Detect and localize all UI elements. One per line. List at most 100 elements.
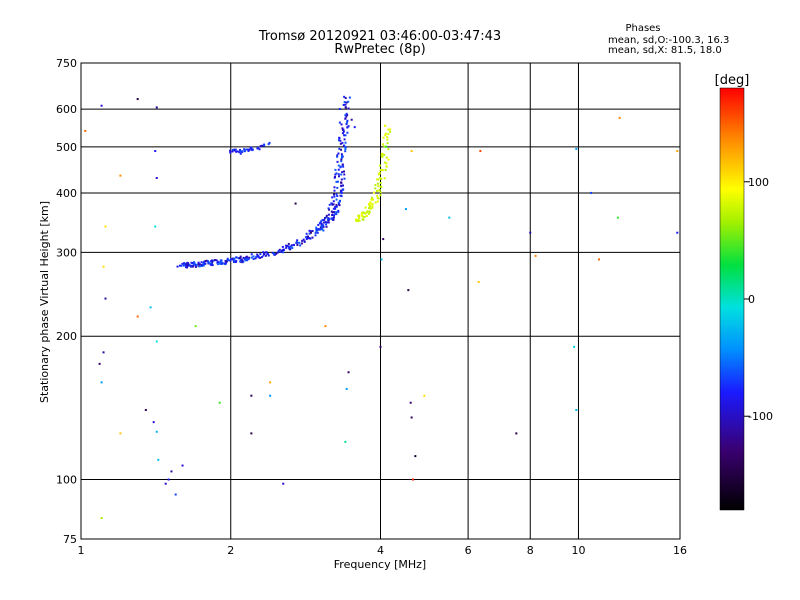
x-trace-point: [377, 189, 380, 192]
patch-point: [267, 143, 270, 146]
scatter-point: [404, 208, 407, 211]
o-trace-point: [250, 253, 253, 256]
patch-point: [236, 150, 239, 153]
x-trace-point: [380, 152, 383, 155]
o-trace-point: [263, 253, 266, 256]
scatter-point: [412, 478, 415, 481]
o-trace-point: [316, 231, 319, 234]
x-trace-point: [374, 201, 377, 204]
scatter-point: [515, 432, 518, 435]
scatter-point: [155, 340, 158, 343]
o-trace-point: [302, 238, 305, 241]
o-trace-point: [340, 184, 343, 187]
o-trace-point: [344, 97, 347, 100]
o-trace-point: [225, 261, 228, 264]
scatter-point: [218, 401, 221, 404]
scatter-point: [155, 430, 158, 433]
x-trace-point: [376, 194, 379, 197]
scatter-point: [618, 116, 621, 119]
x-trace-point: [384, 124, 387, 127]
x-trace-point: [380, 177, 383, 180]
o-trace-point: [334, 173, 337, 176]
x-tick-label: 2: [227, 544, 234, 557]
o-trace-point: [338, 121, 341, 124]
o-trace-point: [257, 255, 260, 258]
o-trace-point: [216, 263, 219, 266]
o-trace-point: [193, 263, 196, 266]
x-axis-label: Frequency [MHz]: [334, 558, 426, 571]
o-trace-point: [338, 203, 341, 206]
o-trace-point: [242, 256, 245, 259]
o-trace-point: [327, 219, 330, 222]
o-trace-point: [345, 112, 348, 115]
o-trace-point: [276, 251, 279, 254]
x-trace-point: [358, 216, 361, 219]
scatter-point: [136, 98, 139, 101]
o-trace-point: [336, 154, 339, 157]
o-trace-point: [328, 218, 331, 221]
o-trace-point: [333, 189, 336, 192]
o-trace-point: [322, 224, 325, 227]
x-trace-point: [389, 128, 392, 131]
scatter-point: [269, 381, 272, 384]
o-trace-point: [207, 261, 210, 264]
o-trace-point: [334, 168, 337, 171]
x-trace-point: [386, 142, 389, 145]
o-trace-point: [207, 260, 210, 263]
o-trace-point: [178, 264, 181, 267]
x-trace-point: [366, 210, 369, 213]
x-trace-point: [387, 133, 390, 136]
patch-point: [233, 149, 236, 152]
o-trace-point: [287, 242, 290, 245]
scatter-point: [154, 149, 157, 152]
o-trace-point: [327, 207, 330, 210]
o-trace-point: [306, 235, 309, 238]
o-trace-point: [203, 260, 206, 263]
o-trace-point: [341, 127, 344, 130]
o-trace-point: [250, 256, 253, 259]
o-trace-point: [281, 245, 284, 248]
o-trace-point: [278, 248, 281, 251]
o-trace-point: [331, 196, 334, 199]
x-trace-point: [355, 218, 358, 221]
scatter-point: [345, 387, 348, 390]
o-trace-point: [295, 241, 298, 244]
o-trace-point: [246, 258, 249, 261]
x-trace-point: [372, 191, 375, 194]
o-trace-point: [300, 242, 303, 245]
x-trace-point: [384, 168, 387, 171]
o-trace-point: [343, 138, 346, 141]
o-trace-point: [347, 125, 350, 128]
o-trace-point: [346, 121, 349, 124]
o-trace-point: [286, 244, 289, 247]
colorbar-tick-label: 100: [748, 176, 769, 189]
o-trace-point: [332, 207, 335, 210]
o-trace-point: [180, 264, 183, 267]
scatter-point: [529, 231, 532, 234]
o-trace-point: [285, 246, 288, 249]
colorbar-ticks: -100 0 100: [744, 176, 773, 423]
x-trace-point: [383, 153, 386, 156]
o-trace-point: [320, 225, 323, 228]
scatter-point: [350, 118, 353, 121]
o-trace-point: [340, 153, 343, 156]
o-trace-point: [267, 254, 270, 257]
o-trace-point: [211, 261, 214, 264]
scatter-point: [155, 176, 158, 179]
o-trace-point: [243, 258, 246, 261]
scatter-point: [170, 470, 173, 473]
patch-point: [268, 141, 271, 144]
x-trace-point: [377, 197, 380, 200]
o-trace-point: [344, 150, 347, 153]
o-trace-point: [335, 172, 338, 175]
o-trace-point: [328, 208, 331, 211]
o-trace-point: [346, 126, 349, 129]
x-trace-point: [372, 198, 375, 201]
o-trace-point: [248, 256, 251, 259]
scatter-point: [144, 408, 147, 411]
o-trace-point: [209, 263, 212, 266]
o-trace-point: [330, 217, 333, 220]
o-trace-point: [233, 260, 236, 263]
scatter-point: [119, 174, 122, 177]
o-trace-point: [315, 230, 318, 233]
